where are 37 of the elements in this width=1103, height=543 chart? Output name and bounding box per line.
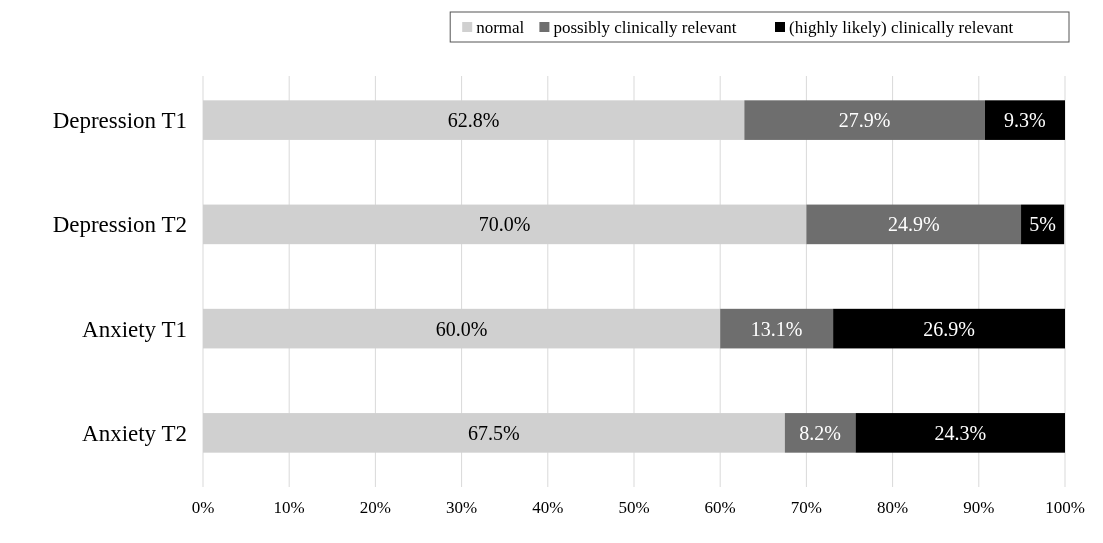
data-label: 27.9% [838, 109, 891, 132]
data-label: 8.2% [799, 421, 842, 444]
data-label: 67.5% [468, 421, 520, 444]
legend-label: (highly likely) clinically relevant [789, 17, 1014, 37]
y-tick-label: Anxiety T1 [82, 316, 187, 342]
bar [984, 100, 1065, 140]
data-label: 62.8% [447, 109, 500, 132]
x-tick-label: 40% [532, 498, 564, 517]
x-tick-label: 0% [191, 498, 215, 517]
x-tick-label: 80% [877, 498, 909, 517]
bar [806, 204, 1022, 245]
x-tick-label: 60% [704, 498, 736, 517]
x-tick-label: 90% [963, 498, 995, 517]
y-tick-label: Depression T2 [52, 212, 187, 238]
data-label: 5% [1029, 213, 1056, 236]
x-tick-label: 10% [273, 498, 305, 517]
data-label: 26.9% [923, 317, 975, 340]
legend-label: normal [476, 17, 525, 37]
bar [720, 308, 834, 349]
x-tick-label: 20% [359, 498, 391, 517]
y-tick-label: Depression T1 [52, 108, 187, 134]
bar [833, 308, 1065, 349]
x-tick-label: 100% [1045, 498, 1085, 517]
x-tick-label: 70% [790, 498, 822, 517]
bar [855, 413, 1065, 453]
x-tick-label: 30% [446, 498, 478, 517]
data-label: 24.3% [934, 421, 987, 444]
data-label: 60.0% [435, 317, 488, 340]
bar [784, 413, 856, 453]
legend-label: possibly clinically relevant [553, 17, 737, 37]
data-label: 24.9% [887, 213, 940, 236]
data-label: 9.3% [1004, 109, 1046, 132]
data-label: 70.0% [478, 213, 531, 236]
data-label: 13.1% [750, 317, 803, 340]
y-tick-label: Anxiety T2 [82, 420, 187, 446]
bar [744, 100, 985, 140]
x-tick-label: 50% [618, 498, 650, 517]
